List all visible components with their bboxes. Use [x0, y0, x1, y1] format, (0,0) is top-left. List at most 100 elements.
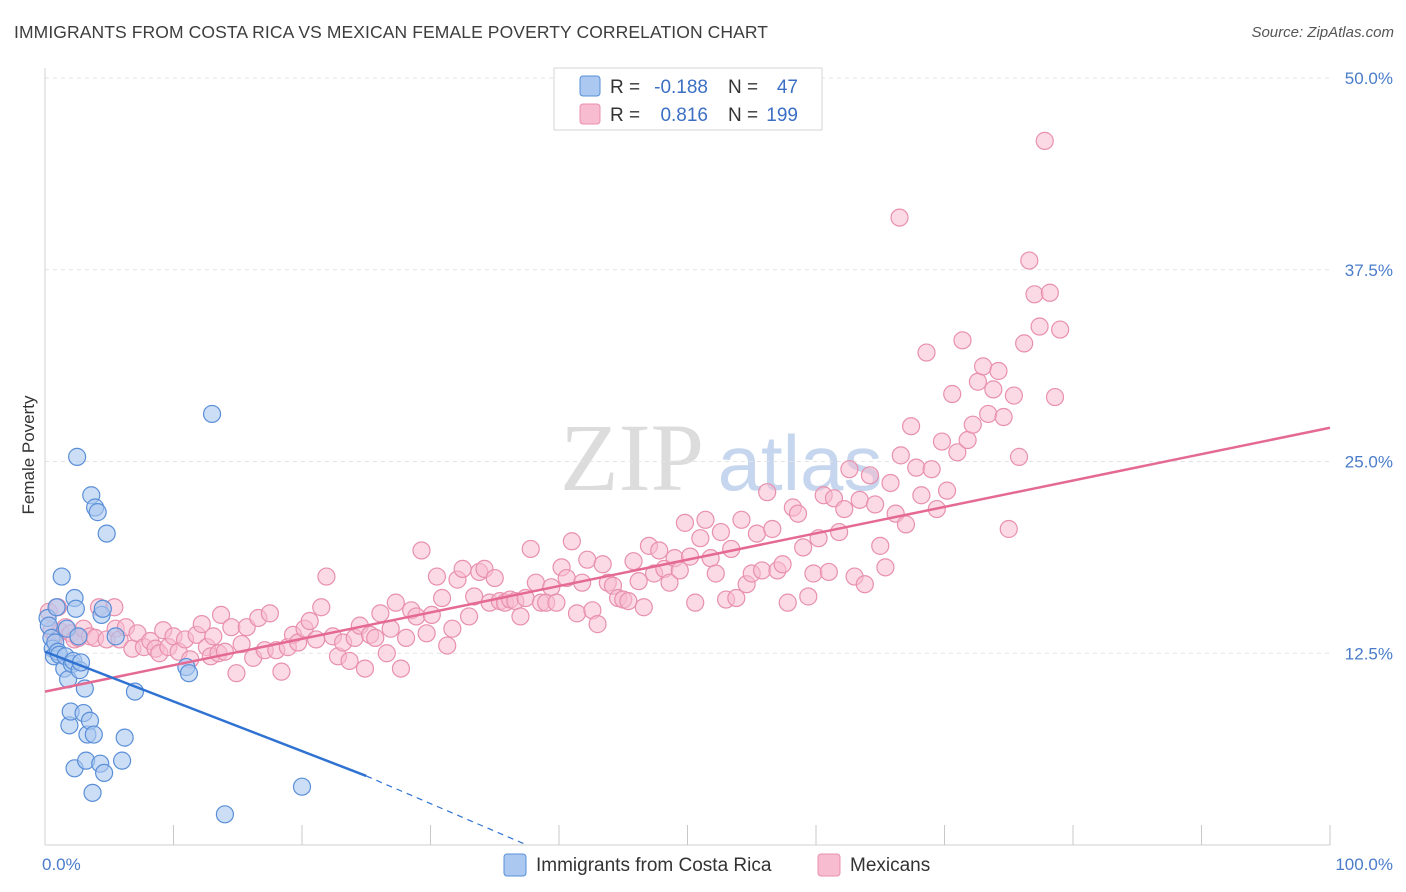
data-point-mexicans: [422, 605, 441, 625]
data-point-mexicans: [912, 486, 931, 505]
data-point-mexicans: [1035, 131, 1054, 150]
data-point-mexicans: [794, 538, 813, 557]
bottom-legend-label-blue: Immigrants from Costa Rica: [536, 855, 772, 876]
data-point-costa-rica: [83, 783, 102, 802]
data-point-mexicans: [799, 587, 818, 606]
data-point-costa-rica: [215, 805, 234, 824]
data-point-mexicans: [963, 415, 982, 434]
legend-n-value-1: 47: [777, 77, 798, 98]
legend-r-label-2: R =: [610, 105, 640, 126]
data-point-mexicans: [850, 490, 869, 509]
data-point-mexicans: [417, 624, 436, 643]
data-point-mexicans: [619, 591, 638, 611]
legend-n-label-1: N =: [728, 77, 758, 98]
data-point-mexicans: [881, 473, 900, 493]
series-mexicans: [39, 131, 1070, 683]
x-tick-label-max: 100.0%: [1335, 855, 1393, 874]
data-point-mexicans: [232, 634, 251, 654]
data-point-mexicans: [932, 432, 952, 451]
data-point-mexicans: [567, 604, 587, 623]
data-point-mexicans: [937, 481, 957, 500]
data-point-mexicans: [377, 644, 396, 663]
y-tick-label: 12.5%: [1345, 644, 1393, 663]
trend-line-costa-rica-extension: [366, 775, 528, 846]
trend-lines: [44, 426, 1331, 846]
data-point-mexicans: [1045, 387, 1065, 407]
data-point-mexicans: [680, 547, 700, 566]
data-point-mexicans: [624, 552, 643, 571]
data-point-mexicans: [758, 483, 777, 502]
data-point-mexicans: [876, 558, 895, 577]
data-point-mexicans: [396, 628, 416, 648]
data-point-mexicans: [675, 513, 695, 532]
data-point-mexicans: [272, 662, 291, 681]
data-point-mexicans: [465, 587, 484, 606]
data-point-mexicans: [968, 372, 988, 391]
data-point-mexicans: [432, 588, 452, 608]
data-point-mexicans: [427, 567, 447, 586]
data-point-mexicans: [855, 575, 874, 594]
legend-r-label-1: R =: [610, 77, 640, 98]
x-tick-label-min: 0.0%: [42, 855, 81, 874]
chart-source: Source: ZipAtlas.com: [1251, 24, 1394, 41]
data-point-mexicans: [804, 564, 823, 583]
data-point-mexicans: [778, 593, 797, 612]
data-point-mexicans: [866, 495, 885, 514]
data-point-mexicans: [312, 598, 331, 617]
watermark-zip: ZIP: [560, 404, 704, 511]
data-point-mexicans: [215, 642, 234, 661]
data-point-mexicans: [747, 524, 766, 543]
data-point-mexicans: [901, 417, 921, 436]
data-point-mexicans: [222, 618, 241, 637]
chart-title: IMMIGRANTS FROM COSTA RICA VS MEXICAN FE…: [14, 22, 769, 42]
data-point-mexicans: [1030, 317, 1049, 336]
data-point-mexicans: [984, 380, 1003, 399]
data-point-mexicans: [958, 430, 977, 450]
data-point-mexicans: [860, 466, 880, 485]
data-point-mexicans: [547, 593, 566, 612]
data-point-mexicans: [227, 664, 246, 683]
y-tick-label: 25.0%: [1345, 453, 1393, 472]
data-point-mexicans: [578, 550, 597, 569]
data-point-mexicans: [511, 607, 530, 626]
data-point-mexicans: [211, 605, 231, 625]
data-point-mexicans: [588, 615, 607, 634]
bottom-legend-swatch-blue: [503, 853, 527, 877]
data-point-mexicans: [1015, 334, 1034, 353]
data-point-mexicans: [443, 619, 462, 638]
data-point-mexicans: [371, 604, 390, 623]
data-point-mexicans: [973, 357, 993, 376]
data-point-costa-rica: [95, 763, 114, 783]
legend-swatch-blue: [579, 75, 601, 97]
data-point-mexicans: [706, 564, 725, 583]
data-point-mexicans: [917, 343, 936, 362]
data-point-mexicans: [840, 460, 859, 479]
legend-swatch-pink: [579, 103, 601, 125]
legend: R = -0.188 N = 47 R = 0.816 N = 199: [553, 67, 823, 131]
data-point-costa-rica: [66, 599, 85, 618]
data-point-mexicans: [660, 573, 679, 592]
trend-line-mexicans: [44, 426, 1331, 693]
data-point-mexicans: [691, 529, 710, 548]
data-point-mexicans: [989, 361, 1008, 381]
data-point-costa-rica: [106, 627, 125, 646]
data-point-costa-rica: [97, 524, 116, 543]
data-point-mexicans: [366, 628, 385, 648]
data-point-mexicans: [788, 504, 808, 523]
data-point-costa-rica: [68, 447, 87, 466]
data-point-mexicans: [521, 539, 540, 559]
y-tick-label: 50.0%: [1345, 69, 1393, 88]
data-point-mexicans: [562, 532, 581, 551]
data-point-mexicans: [593, 555, 612, 574]
legend-n-label-2: N =: [728, 105, 758, 126]
data-point-mexicans: [907, 458, 926, 477]
data-point-mexicans: [1020, 251, 1039, 270]
data-point-mexicans: [459, 607, 479, 626]
data-point-mexicans: [634, 598, 653, 617]
data-point-mexicans: [727, 588, 746, 608]
data-point-mexicans: [948, 443, 967, 462]
data-point-mexicans: [317, 567, 336, 586]
data-point-mexicans: [1025, 285, 1044, 304]
data-point-mexicans: [629, 572, 648, 591]
data-point-mexicans: [890, 208, 909, 227]
